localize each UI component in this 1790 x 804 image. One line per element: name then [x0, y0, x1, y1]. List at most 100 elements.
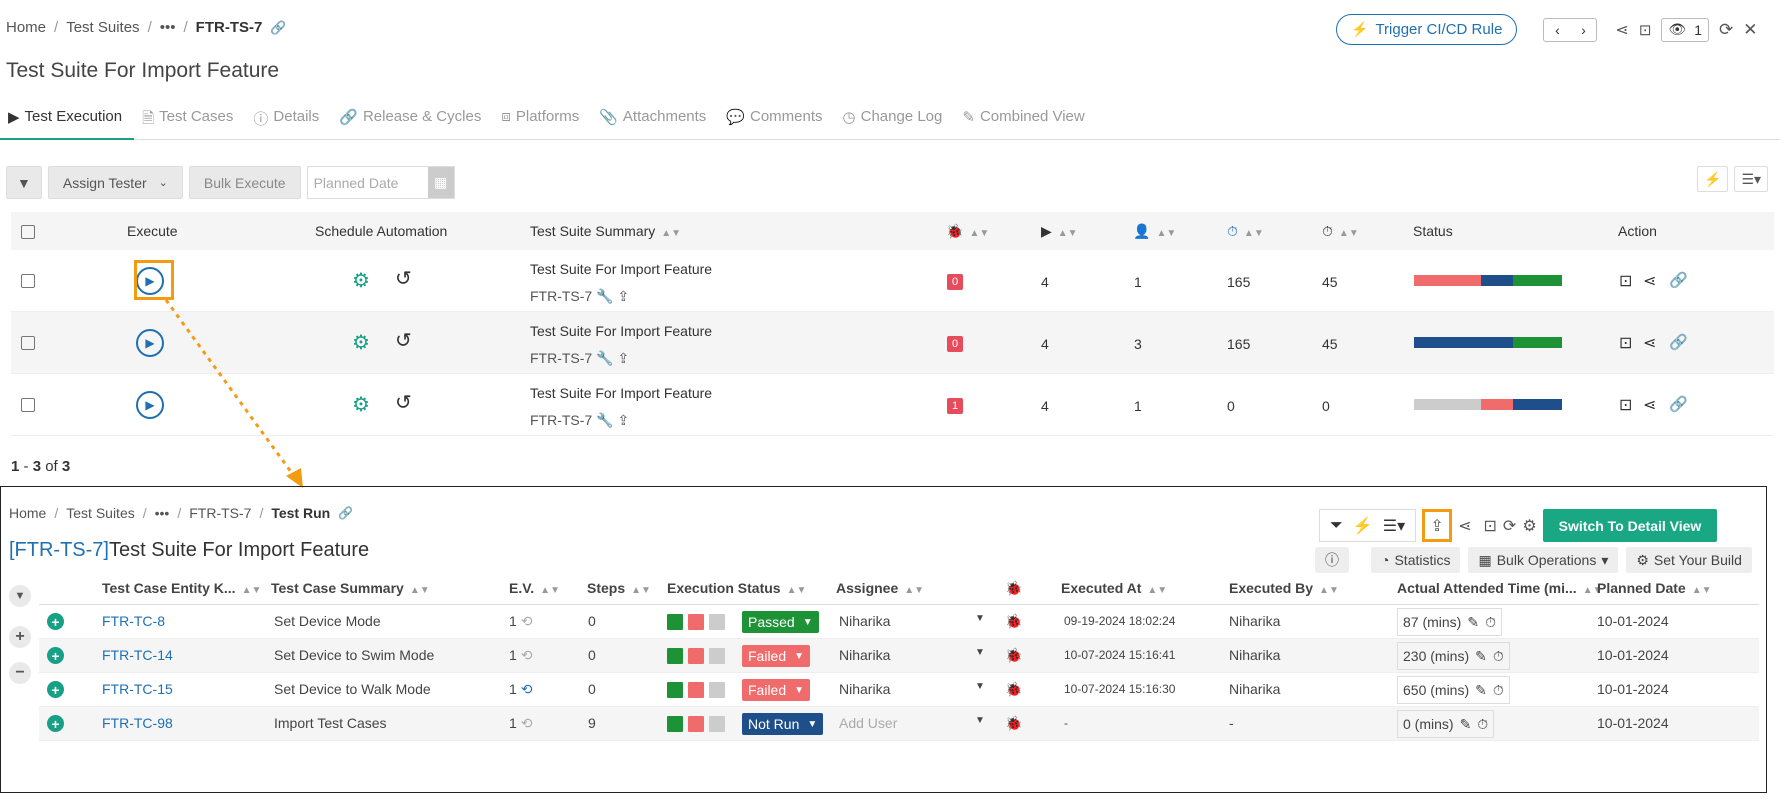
share-icon[interactable]: ⋖: [1643, 397, 1657, 414]
expand-all-icon[interactable]: +: [9, 626, 31, 648]
breadcrumb-more[interactable]: •••: [154, 505, 170, 521]
close-icon[interactable]: ✕: [1743, 19, 1758, 39]
fail-square[interactable]: [688, 648, 704, 664]
wrench-icon[interactable]: 🔧: [596, 412, 614, 428]
header-entity-key[interactable]: Test Case Entity K... ▲▼: [102, 580, 262, 596]
header-executed-at[interactable]: Executed At ▲▼: [1061, 580, 1168, 596]
header-ev[interactable]: E.V. ▲▼: [509, 580, 560, 596]
export-icon[interactable]: ⇪: [617, 350, 630, 366]
expand-row-icon[interactable]: +: [47, 647, 64, 664]
tab-details[interactable]: ⓘ Details: [245, 104, 331, 140]
dropdown-box-icon[interactable]: ⊡: [1638, 21, 1652, 39]
breadcrumb-more[interactable]: •••: [159, 19, 176, 36]
bug-icon[interactable]: 🐞: [1005, 647, 1023, 663]
header-steps[interactable]: Steps ▲▼: [587, 580, 651, 596]
expand-row-icon[interactable]: +: [47, 715, 64, 732]
sort-menu-button[interactable]: ☰▾: [1734, 166, 1769, 192]
notrun-square[interactable]: [709, 648, 725, 664]
stopwatch-icon[interactable]: ⏱: [1485, 613, 1497, 630]
bug-count-badge[interactable]: 0: [947, 274, 964, 290]
execute-play-icon[interactable]: ▶: [136, 267, 164, 295]
link-icon[interactable]: 🔗: [1669, 334, 1688, 351]
prev-icon[interactable]: ‹: [1555, 21, 1560, 38]
export-icon[interactable]: ⇪: [1422, 509, 1453, 542]
case-key-link[interactable]: FTR-TC-15: [102, 681, 173, 697]
assign-tester-button[interactable]: Assign Tester ⌄: [47, 166, 183, 199]
bug-count-badge[interactable]: 0: [947, 336, 964, 352]
share-icon[interactable]: ⋖: [1643, 335, 1657, 352]
header-exec-status[interactable]: Execution Status ▲▼: [667, 580, 807, 596]
case-key-link[interactable]: FTR-TC-14: [102, 647, 173, 663]
execution-status-select[interactable]: Not Run ▼: [742, 713, 824, 735]
dropdown-box-icon[interactable]: ⊡: [1483, 517, 1497, 535]
suite-summary[interactable]: Test Suite For Import Feature: [530, 323, 713, 339]
case-key-link[interactable]: FTR-TC-8: [102, 613, 165, 629]
assignee-select[interactable]: Niharika: [839, 613, 891, 629]
tab-attachments[interactable]: 📎 Attachments: [591, 104, 718, 140]
execute-play-icon[interactable]: ▶: [136, 391, 164, 419]
breadcrumb-test-suites[interactable]: Test Suites: [66, 505, 135, 521]
assignee-caret-icon[interactable]: ▼: [975, 647, 985, 658]
dropdown-box-icon[interactable]: ⊡: [1619, 397, 1633, 414]
bug-count-badge[interactable]: 1: [947, 398, 964, 414]
link-icon[interactable]: 🔗: [338, 506, 354, 520]
schedule-automation-icon[interactable]: ⚙: [352, 270, 370, 292]
row-checkbox[interactable]: [21, 274, 35, 288]
watch-button[interactable]: 👁 1: [1661, 17, 1709, 42]
bulk-operations-button[interactable]: ▦ Bulk Operations ▾: [1468, 547, 1619, 573]
pass-square[interactable]: [667, 648, 683, 664]
filter-icon[interactable]: ▼: [9, 585, 31, 607]
pass-square[interactable]: [667, 716, 683, 732]
gear-icon[interactable]: ⚙: [1522, 517, 1537, 535]
suite-key-text[interactable]: FTR-TS-7: [530, 288, 593, 304]
execution-status-select[interactable]: Passed ▼: [742, 611, 819, 633]
bug-icon[interactable]: 🐞: [1005, 613, 1023, 629]
notrun-square[interactable]: [709, 716, 725, 732]
share-icon[interactable]: ⋖: [1615, 21, 1629, 39]
set-build-button[interactable]: ⚙ Set Your Build: [1626, 547, 1752, 573]
dropdown-box-icon[interactable]: ⊡: [1619, 273, 1633, 290]
clear-filter-button[interactable]: ⚡: [1697, 166, 1729, 192]
export-icon[interactable]: ⇪: [617, 288, 630, 304]
header-actual-time[interactable]: ⏱ ▲▼: [1322, 222, 1359, 239]
wrench-icon[interactable]: 🔧: [596, 288, 614, 304]
tab-platforms[interactable]: ⧈ Platforms: [493, 104, 591, 140]
suite-key-text[interactable]: FTR-TS-7: [530, 412, 593, 428]
expand-row-icon[interactable]: +: [47, 681, 64, 698]
breadcrumb-home[interactable]: Home: [6, 19, 47, 36]
stopwatch-icon[interactable]: ⏱: [1492, 647, 1504, 664]
expand-row-icon[interactable]: +: [47, 613, 64, 630]
execute-play-icon[interactable]: ▶: [136, 329, 164, 357]
breadcrumb-suite[interactable]: FTR-TS-7: [189, 505, 252, 521]
share-icon[interactable]: ⋖: [1643, 273, 1657, 290]
header-runs[interactable]: ▶ ▲▼: [1041, 222, 1078, 239]
header-summary[interactable]: Test Suite Summary ▲▼: [530, 223, 682, 239]
suite-summary[interactable]: Test Suite For Import Feature: [530, 385, 713, 401]
stopwatch-icon[interactable]: ⏱: [1492, 681, 1504, 698]
history-icon[interactable]: ↺: [395, 330, 412, 352]
row-checkbox[interactable]: [21, 336, 35, 350]
history-icon[interactable]: ↺: [395, 268, 412, 290]
assignee-caret-icon[interactable]: ▼: [975, 715, 985, 726]
suite-key-text[interactable]: FTR-TS-7: [530, 350, 593, 366]
assignee-caret-icon[interactable]: ▼: [975, 681, 985, 692]
tab-test-cases[interactable]: 🗎 Test Cases: [134, 104, 245, 140]
suite-summary[interactable]: Test Suite For Import Feature: [530, 261, 713, 277]
wrench-icon[interactable]: 🔧: [596, 350, 614, 366]
link-icon[interactable]: 🔗: [1669, 396, 1688, 413]
execution-status-select[interactable]: Failed ▼: [742, 645, 811, 667]
share-icon[interactable]: ⋖: [1458, 517, 1472, 535]
execution-status-select[interactable]: Failed ▼: [742, 679, 811, 701]
header-users[interactable]: 👤 ▲▼: [1133, 222, 1177, 239]
tab-combined-view[interactable]: ✎ Combined View: [954, 104, 1096, 140]
header-bugs[interactable]: 🐞 ▲▼: [946, 222, 990, 239]
header-time[interactable]: Actual Attended Time (mi... ▲▼: [1397, 580, 1603, 596]
sync-icon[interactable]: ⟲: [520, 681, 533, 697]
filter-button[interactable]: ▼: [6, 166, 42, 199]
dropdown-box-icon[interactable]: ⊡: [1619, 335, 1633, 352]
refresh-icon[interactable]: ⟳: [1718, 19, 1734, 39]
switch-detail-view-button[interactable]: Switch To Detail View: [1542, 509, 1718, 542]
row-checkbox[interactable]: [21, 398, 35, 412]
notrun-square[interactable]: [709, 614, 725, 630]
tab-change-log[interactable]: ◷ Change Log: [835, 104, 955, 140]
